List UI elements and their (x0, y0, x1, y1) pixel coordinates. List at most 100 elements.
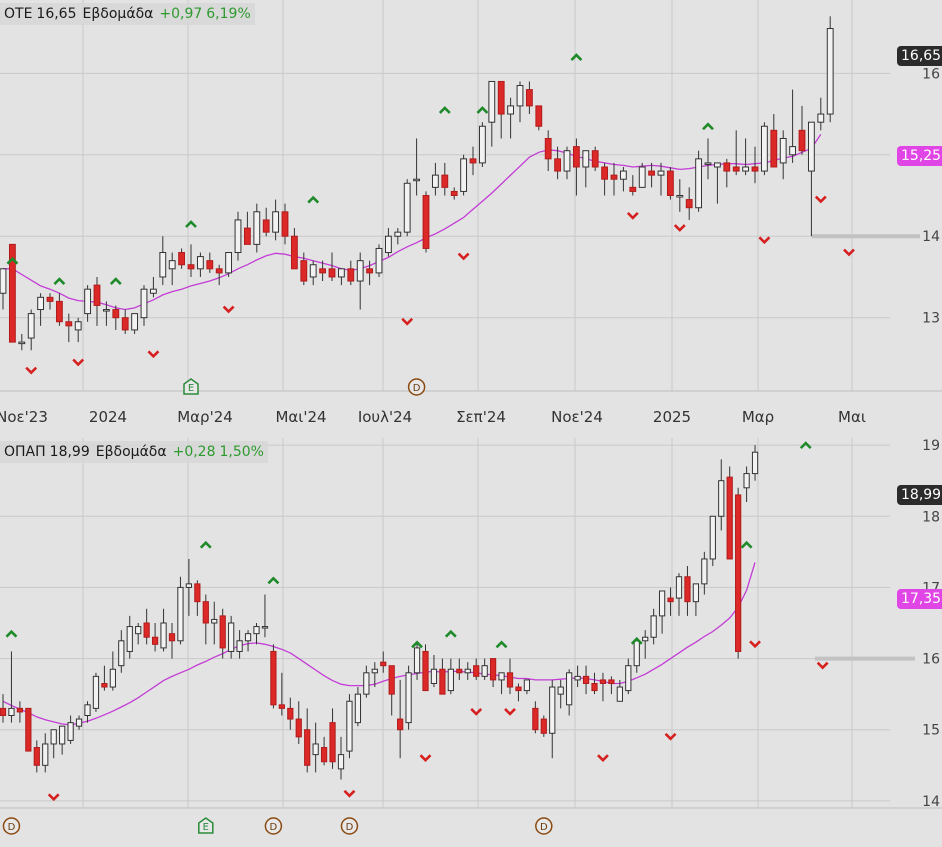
chart-canvas-ote[interactable]: 16151413EDΝοε'232024Μαρ'24Μαι'24Ιουλ'24Σ… (0, 0, 942, 435)
candle-body-down (178, 252, 186, 266)
candle-body-down (329, 722, 336, 763)
candle-body-up (481, 665, 488, 677)
sell-signal-icon (816, 661, 829, 670)
candle-body-up (549, 686, 556, 734)
sell-signal-icon (664, 732, 677, 741)
candle (430, 655, 438, 688)
x-tick-label: Μαι (838, 408, 866, 426)
candle (497, 80, 505, 139)
candle (112, 305, 120, 330)
candle (431, 162, 439, 196)
candle (337, 736, 345, 780)
candle-body-down (262, 219, 270, 233)
x-tick-label: 2025 (653, 408, 691, 426)
candle (109, 651, 116, 691)
candle (481, 658, 488, 680)
candle-body-up (692, 583, 700, 603)
candle-body-up (789, 146, 797, 156)
candle (489, 658, 497, 688)
candle-body-up (403, 182, 411, 233)
buy-signal-icon (267, 576, 280, 585)
sell-signal-icon (147, 350, 160, 359)
candle-body-down (732, 166, 740, 172)
candle (422, 644, 429, 692)
buy-signal-icon (307, 195, 320, 204)
candle (439, 658, 446, 695)
y-tick-label: 15 (922, 723, 940, 739)
candle-body-down (304, 729, 311, 766)
chart-panel-ote[interactable]: 16151413EDΝοε'232024Μαρ'24Μαι'24Ιουλ'24Σ… (0, 0, 942, 435)
candle (464, 662, 471, 680)
sell-signal-icon (47, 793, 60, 802)
candle (675, 573, 683, 616)
candle-body-up (807, 121, 815, 172)
candle (751, 146, 759, 184)
chart-header-opap: ΟΠΑΠ 18,99 Εβδομάδα +0,28 1,50% (0, 441, 268, 463)
candle (516, 81, 524, 123)
candle-body-down (287, 707, 294, 720)
candle (498, 672, 505, 695)
y-tick-label: 18 (922, 509, 940, 525)
event-shape (198, 817, 214, 834)
event-letter: D (270, 822, 278, 833)
candle (394, 228, 402, 245)
chart-canvas-opap[interactable]: 191817161514DEDDD (0, 438, 942, 847)
candle (74, 317, 82, 343)
candle-body-up (488, 80, 496, 123)
candle (380, 651, 387, 673)
candle-body-down (497, 80, 505, 115)
candle (388, 665, 395, 716)
candle (234, 211, 242, 261)
candle (143, 608, 150, 645)
candle-body-down (65, 321, 73, 327)
candle-body-down (751, 166, 759, 172)
buy-signal-icon (630, 636, 643, 645)
candle-body-down (290, 235, 298, 270)
candle (309, 260, 317, 286)
sell-signal-icon (419, 754, 432, 763)
candle (657, 162, 665, 196)
sell-signal-icon (597, 754, 609, 763)
ma-value-tag: 15,25 (897, 146, 942, 166)
candle-body-up (253, 626, 260, 635)
candle-body-up (0, 268, 7, 294)
candle (253, 623, 260, 645)
candle-body-down (422, 195, 430, 249)
candle (789, 89, 797, 163)
candle (329, 708, 336, 769)
candle-body-down (320, 747, 328, 763)
candle-body-up (272, 211, 280, 233)
y-tick-label: 14 (922, 794, 940, 810)
candle (337, 268, 345, 286)
candle-body-down (388, 665, 395, 695)
candle-body-down (572, 146, 580, 168)
candle-body-down (591, 682, 598, 692)
candle (642, 630, 649, 659)
candle (629, 175, 637, 196)
candle (135, 623, 142, 645)
candle-body-down (215, 268, 223, 274)
x-tick-label: Ιουλ'24 (358, 408, 412, 426)
sell-signal-icon (72, 358, 85, 367)
candle-body-down (143, 622, 150, 638)
candle-body-up (74, 321, 82, 331)
event-shape (2, 817, 21, 835)
candle (356, 252, 364, 310)
candle (84, 285, 92, 322)
candle-body-down (101, 682, 108, 688)
candle (300, 252, 308, 286)
candle-body-down (422, 650, 429, 692)
event-shape (535, 817, 553, 835)
candle-body-down (608, 679, 615, 684)
candle (532, 701, 539, 734)
candle-body-up (431, 174, 439, 188)
candle-body-down (540, 718, 547, 734)
candle (685, 187, 693, 220)
candle (723, 158, 731, 188)
candle (692, 583, 700, 616)
period-label: Εβδομάδα (95, 444, 167, 460)
candle-body-up (159, 252, 167, 278)
candle (601, 162, 609, 196)
candle-body-up (337, 268, 345, 278)
